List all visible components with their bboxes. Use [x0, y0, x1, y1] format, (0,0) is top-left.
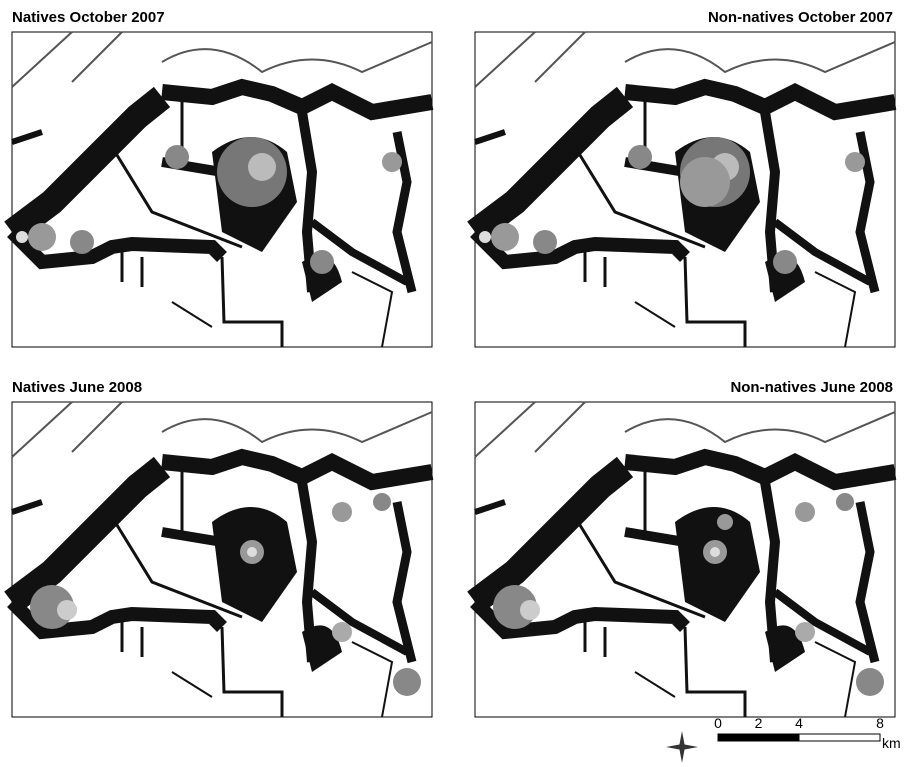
figure: Natives October 2007 Non-natives October…: [0, 0, 915, 762]
scale-unit: km: [882, 735, 901, 751]
scale-segment: [799, 734, 880, 741]
scale-label: 0: [714, 715, 722, 731]
north-arrow: [666, 731, 698, 762]
scale-segment: [718, 734, 759, 741]
panel-title: Natives June 2008: [12, 379, 142, 396]
map-panel: [12, 402, 432, 717]
scale-label: 8: [876, 715, 884, 731]
scale-segment: [759, 734, 800, 741]
scale-label: 2: [755, 715, 763, 731]
page: {"panels": [ {"title": "Natives October …: [0, 0, 915, 767]
map-panel: [12, 32, 432, 347]
panel-title: Non-natives June 2008: [730, 379, 893, 396]
scale-bar: 0 2 4 8 km: [714, 715, 901, 751]
panel-title: Non-natives October 2007: [708, 9, 893, 26]
panel-title: Natives October 2007: [12, 9, 165, 26]
scale-label: 4: [795, 715, 803, 731]
map-panel: [475, 32, 895, 347]
map-panel: [475, 402, 895, 717]
